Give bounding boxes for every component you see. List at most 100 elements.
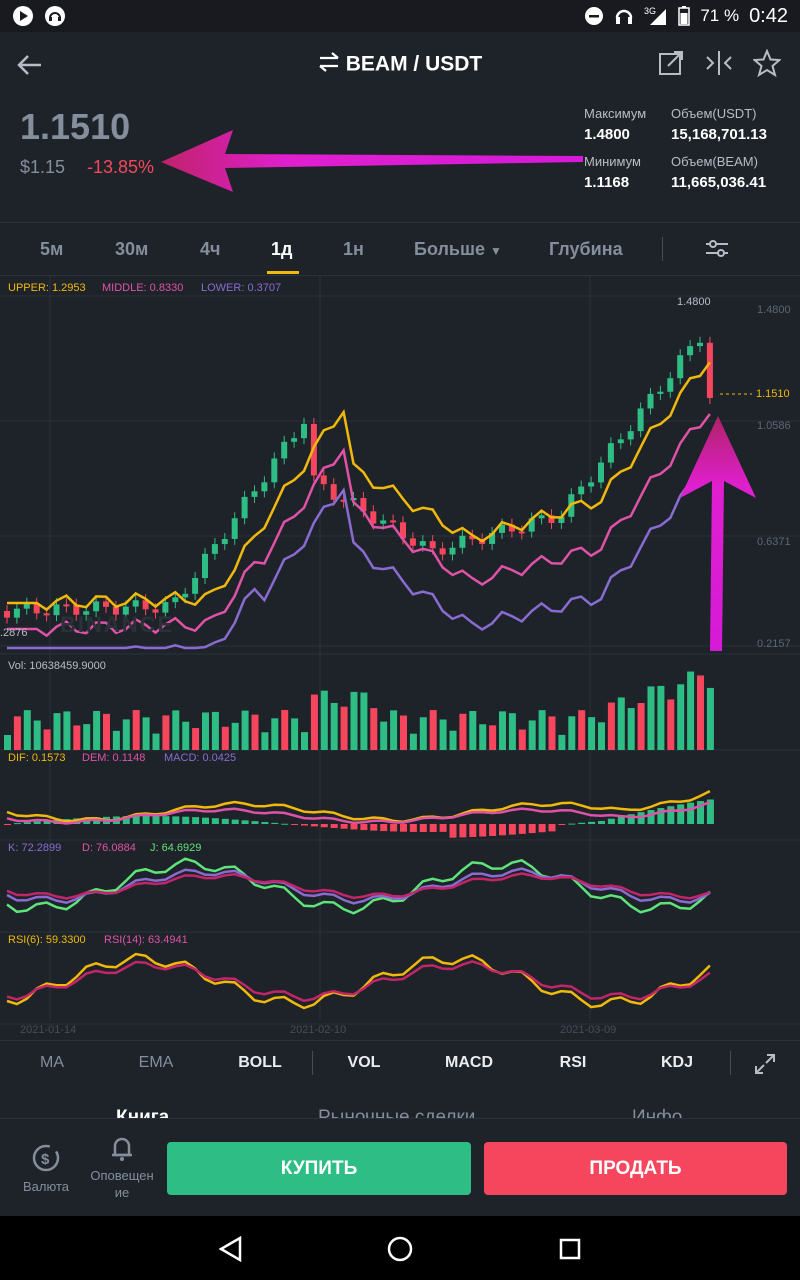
sell-button[interactable]: ПРОДАТЬ	[484, 1142, 787, 1195]
candle-body-36	[360, 497, 367, 512]
last-price: 1.1510	[20, 106, 131, 147]
volume-bar-47	[469, 711, 477, 750]
svg-text:$: $	[41, 1151, 50, 1168]
candle-body-11	[112, 606, 119, 615]
ind-macd[interactable]: MACD	[445, 1054, 493, 1071]
fullscreen-icon[interactable]	[754, 1053, 776, 1080]
subtab-orderbook[interactable]: Книга	[116, 1107, 170, 1120]
macd-bar-28	[281, 823, 289, 825]
candle-body-40	[400, 522, 406, 539]
macd-bar-35	[350, 824, 358, 830]
x-label-3: 2021-03-09	[560, 1024, 617, 1036]
macd-bar-55	[548, 824, 556, 832]
volume-bar-37	[370, 708, 378, 750]
volume-bar-70	[697, 675, 704, 750]
tab-1w[interactable]: 1н	[343, 239, 364, 259]
macd-bar-26	[261, 821, 269, 824]
last-price-label: 1.1510	[756, 388, 790, 400]
currency-label: Валюта	[23, 1179, 69, 1194]
candle-body-27	[271, 458, 278, 483]
candle-body-37	[370, 511, 377, 524]
candle-body-14	[142, 600, 149, 610]
candle-body-33	[330, 484, 337, 500]
ind-vol[interactable]: VOL	[347, 1054, 381, 1071]
volume-bar-61	[607, 702, 615, 750]
macd-bar-50	[499, 824, 506, 836]
macd-bar-0	[4, 824, 11, 825]
macd-bar-49	[489, 824, 497, 836]
nav-home-icon[interactable]	[387, 1236, 413, 1267]
tab-depth[interactable]: Глубина	[549, 239, 623, 259]
volume-bar-56	[558, 734, 566, 750]
tab-30m[interactable]: 30м	[115, 239, 149, 259]
candle-body-52	[518, 531, 525, 534]
macd-bar-17	[172, 816, 180, 824]
macd-bar-30	[301, 824, 308, 826]
volume-bar-36	[360, 692, 368, 750]
high-value: 1.4800	[584, 126, 630, 143]
macd-bar-20	[202, 817, 209, 824]
volume-bar-28	[281, 710, 289, 750]
macd-bar-31	[310, 824, 318, 827]
ind-rsi[interactable]: RSI	[559, 1054, 587, 1071]
nav-recents-icon[interactable]	[559, 1238, 581, 1265]
currency-button[interactable]: $ Валюта	[6, 1137, 86, 1194]
boll-upper-line	[7, 361, 711, 612]
tab-1d[interactable]: 1д	[271, 239, 293, 259]
settings-sliders-icon[interactable]	[704, 238, 730, 265]
candle-body-61	[607, 443, 614, 463]
macd-bar-44	[439, 824, 447, 832]
volume-bar-43	[429, 710, 437, 750]
external-link-icon[interactable]	[656, 48, 686, 78]
ind-ema[interactable]: EMA	[138, 1054, 174, 1071]
star-icon[interactable]	[752, 48, 782, 78]
macd-bar-43	[429, 824, 437, 832]
macd-dem-line	[6, 800, 711, 825]
volume-bar-12	[122, 719, 130, 750]
volume-bar-55	[548, 716, 556, 750]
volume-bar-26	[261, 732, 269, 750]
currency-exchange-icon: $	[31, 1143, 61, 1173]
candle-body-15	[152, 609, 159, 613]
buy-button[interactable]: КУПИТЬ	[167, 1142, 471, 1195]
macd-bar-32	[320, 824, 328, 828]
candle-body-41	[409, 538, 416, 546]
pair-title[interactable]: BEAM / USDT	[0, 52, 800, 78]
macd-dif: DIF: 0.1573	[8, 752, 66, 764]
candle-body-42	[419, 541, 426, 546]
kline-chart[interactable]	[0, 276, 800, 1038]
tab-4h[interactable]: 4ч	[200, 239, 221, 259]
bottom-action-bar: $ Валюта Оповещение КУПИТЬ ПРОДАТЬ	[0, 1118, 800, 1216]
tab-5m[interactable]: 5м	[40, 239, 64, 259]
volume-bar-13	[132, 710, 140, 750]
alerts-button[interactable]: Оповещение	[82, 1133, 162, 1201]
macd-bar-58	[578, 822, 586, 824]
chart-area[interactable]: UPPER: 1.2953 MIDDLE: 0.8330 LOWER: 0.37…	[0, 276, 800, 1038]
subtab-trades[interactable]: Рыночные сделки	[318, 1107, 476, 1120]
ind-ma[interactable]: MA	[40, 1054, 64, 1071]
volume-bar-53	[528, 720, 536, 750]
ind-divider	[312, 1051, 313, 1075]
volume-bar-8	[83, 724, 91, 750]
tab-more[interactable]: Больше ▼	[414, 239, 502, 260]
compare-icon[interactable]	[704, 48, 734, 78]
candle-body-70	[697, 342, 703, 347]
bell-icon	[107, 1133, 137, 1163]
volume-bar-46	[459, 713, 467, 750]
nav-back-icon[interactable]	[218, 1235, 244, 1267]
candle-body-3	[33, 603, 40, 614]
subtab-info[interactable]: Инфо	[632, 1107, 683, 1120]
candle-body-53	[528, 518, 535, 532]
ind-boll[interactable]: BOLL	[238, 1054, 282, 1071]
ind-kdj[interactable]: KDJ	[660, 1054, 693, 1071]
macd-bar-53	[528, 824, 536, 834]
timeframe-tabs: 5м 30м 4ч 1д 1н Больше ▼ Глубина	[0, 222, 800, 276]
macd-bar-16	[162, 816, 170, 824]
macd-bar-63	[627, 814, 635, 824]
back-arrow-icon[interactable]	[14, 50, 44, 80]
candle-body-46	[459, 535, 466, 548]
volume-bar-15	[152, 733, 160, 750]
volume-bar-54	[538, 710, 546, 750]
kdj-k: K: 72.2899	[8, 842, 62, 854]
battery-icon	[678, 6, 691, 26]
